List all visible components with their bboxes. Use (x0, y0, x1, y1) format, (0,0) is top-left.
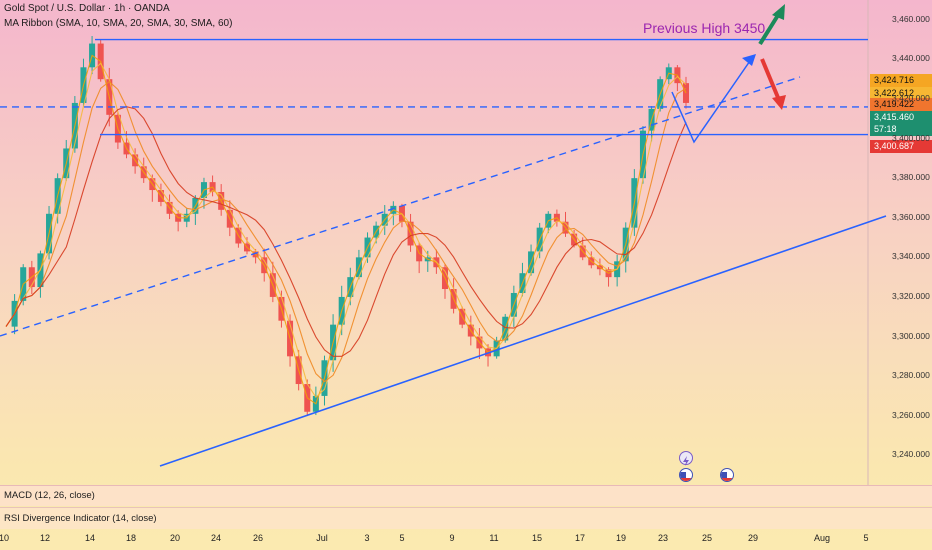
candle-body (682, 83, 690, 103)
y-tick-label: 3,440.000 (892, 53, 930, 64)
x-tick-label: 18 (125, 533, 137, 543)
previous-high-annotation: Previous High 3450 (643, 20, 766, 36)
x-tick-label: 12 (39, 533, 51, 543)
y-tick-label: 3,260.000 (892, 409, 930, 420)
rsi-label[interactable]: RSI Divergence Indicator (14, close) (4, 513, 157, 524)
y-tick-label: 3,300.000 (892, 330, 930, 341)
bearish-arrow (760, 58, 781, 101)
x-tick-label: 17 (574, 533, 586, 543)
x-tick-label: 19 (615, 533, 627, 543)
y-tick-label: 3,240.000 (892, 449, 930, 460)
x-tick-label: 29 (747, 533, 759, 543)
x-tick-label: 15 (531, 533, 543, 543)
price-tag: 3,422.612 (870, 87, 932, 100)
ma-line-sma60 (5, 106, 687, 357)
projection-arrowhead (742, 54, 756, 66)
rsi-pane[interactable] (0, 507, 932, 529)
x-tick-label: Aug (813, 533, 831, 543)
us-flag-event-icon[interactable] (679, 468, 693, 482)
ma-line-sma30 (5, 80, 687, 383)
y-tick-label: 3,280.000 (892, 370, 930, 381)
x-tick-label: 26 (252, 533, 264, 543)
macd-pane[interactable] (0, 485, 932, 506)
bar-countdown: 57:18 (870, 123, 932, 136)
bullish-arrow (758, 10, 782, 46)
x-tick-label: 9 (449, 533, 455, 543)
y-tick-label: 3,420.000 (892, 92, 930, 103)
x-tick-label: 5 (863, 533, 869, 543)
ma-line-sma10 (5, 54, 687, 405)
x-tick-label: 20 (169, 533, 181, 543)
x-tick-label: 25 (701, 533, 713, 543)
x-tick-label: 23 (657, 533, 669, 543)
price-tag: 3,419.422 (870, 98, 932, 111)
price-tag: 3,415.460 (870, 111, 932, 124)
price-tag: 3,400.687 (870, 140, 932, 153)
x-tick-label: 10 (0, 533, 10, 543)
x-tick-label: 5 (399, 533, 405, 543)
x-tick-label: 14 (84, 533, 96, 543)
y-tick-label: 3,320.000 (892, 290, 930, 301)
bullish-arrowhead (772, 4, 785, 20)
y-tick-label: 3,340.000 (892, 251, 930, 262)
x-tick-label: 3 (364, 533, 370, 543)
support-trendline (159, 215, 887, 467)
x-tick-label: 11 (489, 533, 499, 543)
y-tick-label: 3,380.000 (892, 172, 930, 183)
x-tick-label: Jul (316, 533, 328, 543)
channel-upper-trendline (0, 76, 801, 337)
us-flag-event-icon[interactable] (720, 468, 734, 482)
price-tag: 3,424.716 (870, 74, 932, 87)
bearish-arrowhead (772, 95, 786, 110)
ma-line-sma20 (5, 62, 687, 399)
y-tick-label: 3,360.000 (892, 211, 930, 222)
symbol-title[interactable]: Gold Spot / U.S. Dollar · 1h · OANDA (4, 3, 170, 14)
macd-label[interactable]: MACD (12, 26, close) (4, 490, 95, 501)
y-tick-label: 3,460.000 (892, 13, 930, 24)
y-tick-label: 3,400.000 (892, 132, 930, 143)
lightning-event-icon[interactable] (679, 451, 693, 466)
projection-path (671, 57, 753, 144)
x-tick-label: 24 (210, 533, 222, 543)
indicator-ma-ribbon[interactable]: MA Ribbon (SMA, 10, SMA, 20, SMA, 30, SM… (4, 18, 233, 29)
